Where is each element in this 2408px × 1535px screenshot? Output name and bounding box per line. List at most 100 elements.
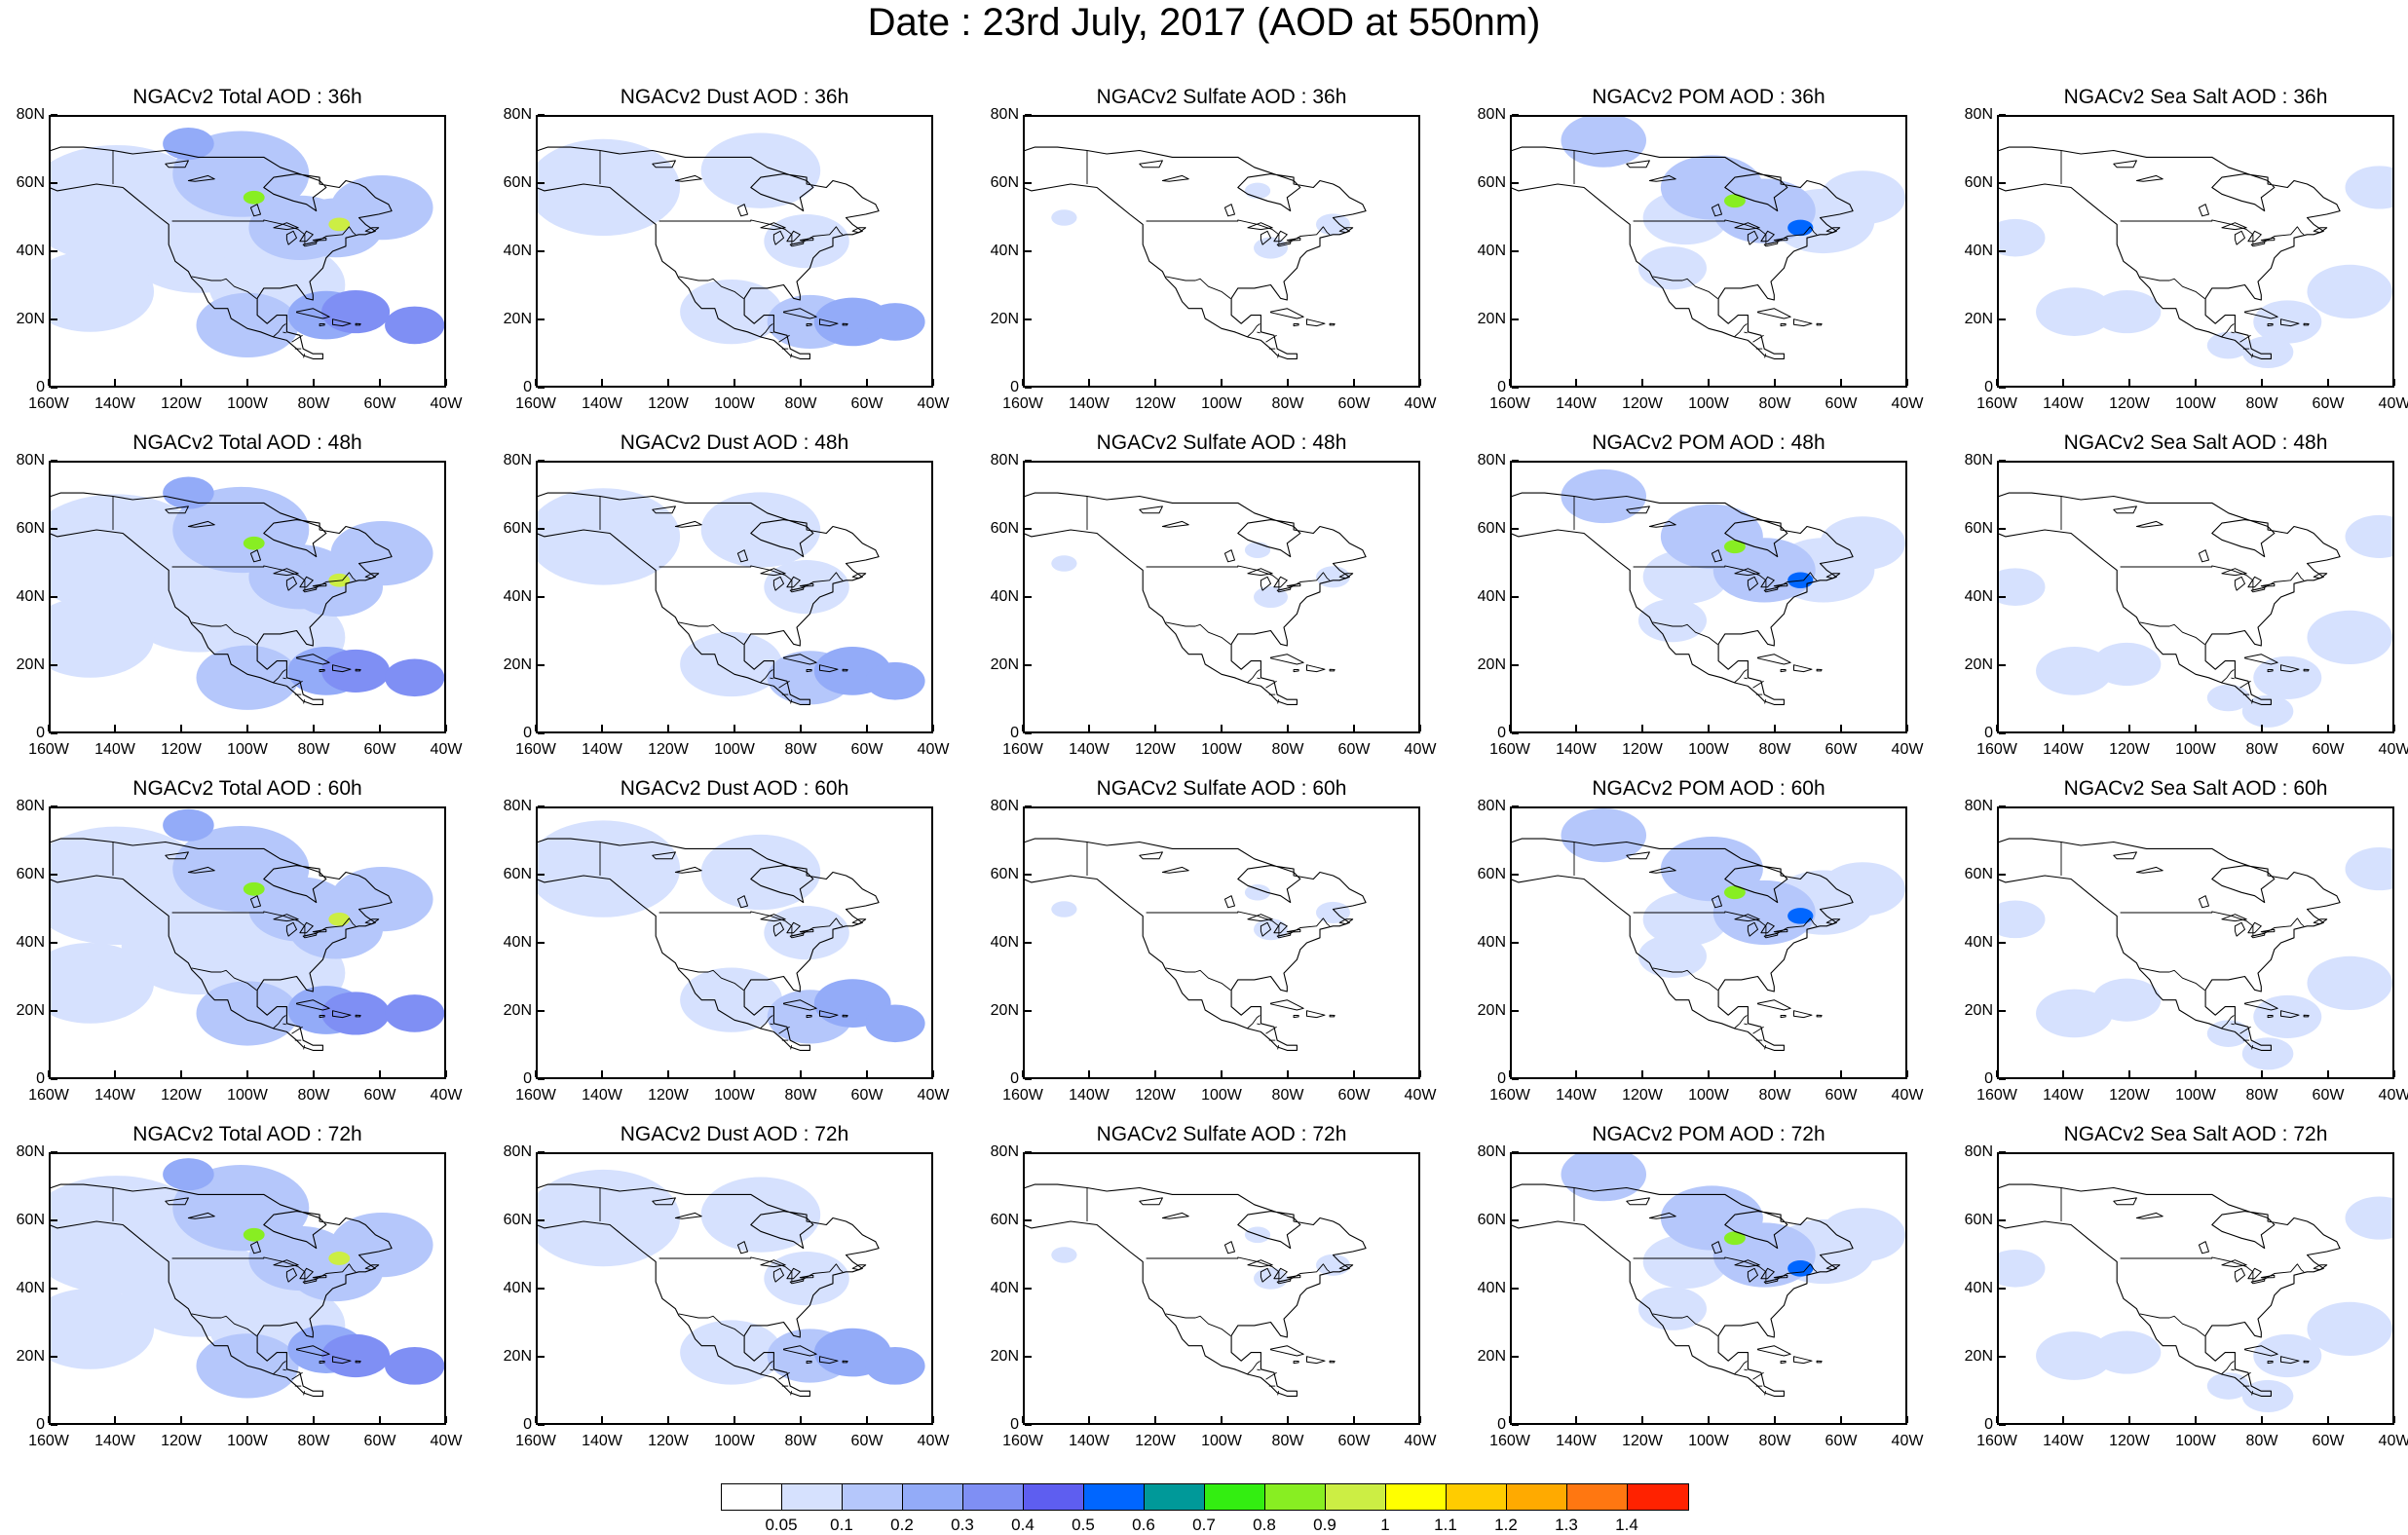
aod-shading <box>2036 1331 2113 1380</box>
aod-shading <box>1787 219 1814 237</box>
country-border <box>658 565 844 591</box>
lake-outline <box>2198 204 2209 217</box>
x-tick-label: 40W <box>917 395 950 412</box>
x-tick <box>1022 1416 1024 1423</box>
lake-outline <box>674 1212 702 1219</box>
country-border <box>790 1045 793 1050</box>
panel-title-total-36h: NGACv2 Total AOD : 36h <box>132 86 362 108</box>
aod-shading <box>865 303 925 341</box>
island-outline <box>1338 573 1354 580</box>
x-tick-label: 120W <box>161 395 202 412</box>
x-tick <box>932 1416 934 1423</box>
x-tick <box>48 725 50 731</box>
panel-title-dust-60h: NGACv2 Dust AOD : 60h <box>620 777 849 800</box>
country-border <box>1146 911 1331 937</box>
country-border <box>171 1256 357 1283</box>
island-outline <box>319 1361 325 1365</box>
y-tick <box>538 1356 545 1358</box>
country-border <box>171 565 357 591</box>
aod-shading <box>2092 642 2162 687</box>
x-tick <box>1996 379 1998 386</box>
country-border <box>291 1371 303 1380</box>
country-border <box>1744 331 1748 334</box>
y-tick <box>1512 874 1519 876</box>
aod-shading <box>1244 883 1271 901</box>
x-tick <box>2327 1416 2329 1423</box>
x-tick-label: 100W <box>1201 1433 1242 1449</box>
aod-shading <box>2345 166 2392 209</box>
y-tick-label: 40N <box>1477 243 1506 259</box>
country-border <box>1246 669 1260 684</box>
x-tick-label: 160W <box>1002 395 1043 412</box>
aod-shading <box>385 658 444 697</box>
panel-title-total-48h: NGACv2 Total AOD : 48h <box>132 431 362 454</box>
colorbar-label: 1.2 <box>1494 1516 1518 1534</box>
y-tick-label: 80N <box>1477 452 1506 468</box>
colorbar-label: 0.5 <box>1072 1516 1095 1534</box>
country-border <box>1733 1361 1748 1375</box>
country-border <box>1752 1371 1764 1380</box>
colorbar-swatch <box>1084 1484 1145 1510</box>
y-tick-label: 20N <box>1964 656 1993 673</box>
x-tick-label: 120W <box>1135 1433 1176 1449</box>
country-border <box>778 1371 790 1380</box>
country-border <box>2220 1361 2235 1375</box>
x-tick-label: 120W <box>648 1433 689 1449</box>
island-outline <box>2267 669 2274 673</box>
x-tick-label: 60W <box>1337 1087 1371 1104</box>
x-tick <box>1088 725 1090 731</box>
y-tick <box>1512 1356 1519 1358</box>
lake-outline <box>1747 230 1758 245</box>
y-tick <box>1512 1219 1519 1221</box>
map-panel-sea-salt-48h <box>1997 461 2394 733</box>
island-outline <box>364 1264 380 1271</box>
colorbar-swatch <box>1205 1484 1265 1510</box>
y-tick-label: 80N <box>503 452 532 468</box>
country-border <box>1257 331 1260 334</box>
x-tick-label: 120W <box>1135 395 1176 412</box>
country-border <box>1764 354 1767 358</box>
aod-map-pom-60h <box>1512 808 1905 1051</box>
lake-outline <box>2198 1241 2209 1254</box>
y-tick-label: 40N <box>990 1280 1019 1296</box>
x-tick <box>1708 379 1710 386</box>
lake-outline <box>652 160 676 168</box>
aod-shading <box>163 1158 214 1191</box>
x-tick-label: 140W <box>582 395 622 412</box>
country-border <box>1257 1023 1260 1026</box>
colorbar-swatch <box>1447 1484 1507 1510</box>
country-border <box>2120 911 2305 937</box>
x-tick <box>2261 1416 2263 1423</box>
aod-shading <box>680 279 783 345</box>
country-border <box>272 669 286 684</box>
x-tick-label: 140W <box>1069 1087 1110 1104</box>
aod-shading <box>243 536 265 550</box>
x-tick-label: 80W <box>1271 1087 1304 1104</box>
x-tick <box>2128 379 2130 386</box>
country-border <box>770 677 773 680</box>
aod-shading <box>2241 694 2294 728</box>
country-border <box>2239 334 2251 343</box>
x-tick-label: 120W <box>2109 1433 2150 1449</box>
aod-shading <box>385 994 444 1032</box>
x-tick <box>1022 1070 1024 1077</box>
lake-outline <box>2135 174 2163 182</box>
x-tick-label: 100W <box>2175 1433 2216 1449</box>
island-outline <box>1306 318 1326 327</box>
y-tick <box>51 250 57 252</box>
y-tick-label: 0 <box>523 379 532 395</box>
y-tick-label: 40N <box>503 1280 532 1296</box>
x-tick-label: 100W <box>714 1433 755 1449</box>
x-tick-label: 60W <box>1825 741 1858 758</box>
island-outline <box>1293 1015 1299 1019</box>
y-tick-label: 0 <box>523 1070 532 1087</box>
panel-title-dust-48h: NGACv2 Dust AOD : 48h <box>620 431 849 454</box>
y-tick <box>1999 805 2006 807</box>
y-tick <box>1512 1151 1519 1153</box>
lake-outline <box>1626 851 1650 860</box>
colorbar-label: 0.1 <box>830 1516 853 1534</box>
aod-shading <box>1051 209 1077 226</box>
country-border <box>272 323 286 338</box>
aod-shading <box>1999 218 2046 257</box>
y-tick <box>1999 114 2006 116</box>
